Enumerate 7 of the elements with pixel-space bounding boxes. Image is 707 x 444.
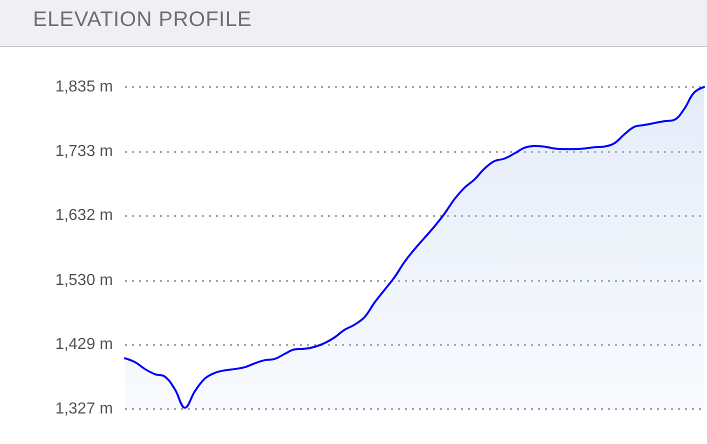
y-tick-label: 1,429 m — [55, 336, 113, 353]
chart-title: ELEVATION PROFILE — [0, 0, 707, 47]
y-tick-label: 1,327 m — [55, 400, 113, 418]
y-tick-label: 1,530 m — [55, 272, 113, 289]
y-tick-label: 1,835 m — [55, 78, 113, 96]
y-tick-label: 1,733 m — [55, 143, 113, 160]
y-tick-label: 1,632 m — [55, 207, 113, 224]
